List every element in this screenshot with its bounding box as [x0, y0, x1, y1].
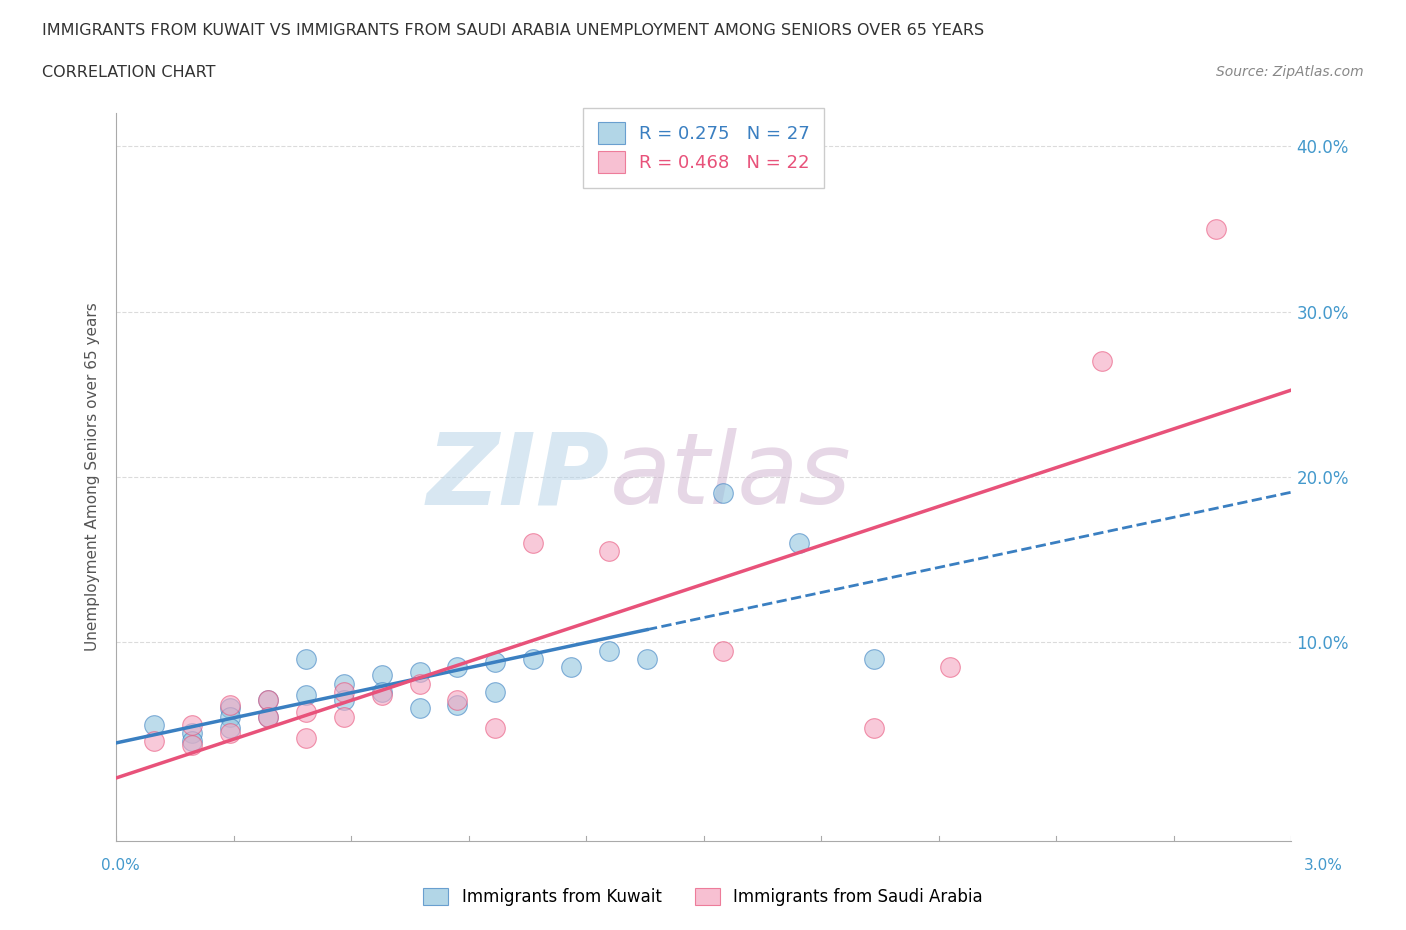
Point — [370, 687, 392, 702]
Point — [257, 693, 280, 708]
Point — [408, 701, 430, 716]
Point — [863, 721, 886, 736]
Point — [257, 693, 280, 708]
Point — [181, 717, 204, 732]
Point — [598, 643, 620, 658]
Point — [332, 710, 354, 724]
Point — [484, 684, 506, 699]
Legend: Immigrants from Kuwait, Immigrants from Saudi Arabia: Immigrants from Kuwait, Immigrants from … — [416, 881, 990, 912]
Point — [257, 710, 280, 724]
Point — [446, 693, 468, 708]
Point — [181, 737, 204, 752]
Point — [939, 659, 962, 674]
Point — [522, 536, 544, 551]
Text: CORRELATION CHART: CORRELATION CHART — [42, 65, 215, 80]
Legend: R = 0.275   N = 27, R = 0.468   N = 22: R = 0.275 N = 27, R = 0.468 N = 22 — [583, 108, 824, 188]
Point — [295, 651, 318, 666]
Y-axis label: Unemployment Among Seniors over 65 years: Unemployment Among Seniors over 65 years — [86, 302, 100, 651]
Point — [257, 710, 280, 724]
Point — [181, 734, 204, 749]
Point — [408, 676, 430, 691]
Point — [219, 701, 242, 716]
Point — [522, 651, 544, 666]
Point — [181, 725, 204, 740]
Point — [787, 536, 810, 551]
Text: atlas: atlas — [610, 429, 852, 525]
Point — [1091, 353, 1114, 368]
Text: 0.0%: 0.0% — [101, 857, 141, 872]
Point — [219, 698, 242, 712]
Point — [484, 721, 506, 736]
Point — [484, 655, 506, 670]
Point — [370, 668, 392, 683]
Point — [598, 544, 620, 559]
Point — [446, 698, 468, 712]
Text: IMMIGRANTS FROM KUWAIT VS IMMIGRANTS FROM SAUDI ARABIA UNEMPLOYMENT AMONG SENIOR: IMMIGRANTS FROM KUWAIT VS IMMIGRANTS FRO… — [42, 23, 984, 38]
Point — [711, 486, 734, 501]
Point — [408, 665, 430, 680]
Point — [711, 643, 734, 658]
Point — [332, 676, 354, 691]
Point — [332, 684, 354, 699]
Text: Source: ZipAtlas.com: Source: ZipAtlas.com — [1216, 65, 1364, 79]
Point — [295, 704, 318, 719]
Point — [295, 731, 318, 746]
Point — [143, 717, 166, 732]
Point — [295, 687, 318, 702]
Point — [332, 693, 354, 708]
Point — [219, 725, 242, 740]
Point — [636, 651, 658, 666]
Point — [143, 734, 166, 749]
Point — [370, 684, 392, 699]
Point — [446, 659, 468, 674]
Text: 3.0%: 3.0% — [1303, 857, 1343, 872]
Text: ZIP: ZIP — [427, 429, 610, 525]
Point — [863, 651, 886, 666]
Point — [219, 710, 242, 724]
Point — [1205, 221, 1227, 236]
Point — [219, 721, 242, 736]
Point — [560, 659, 582, 674]
